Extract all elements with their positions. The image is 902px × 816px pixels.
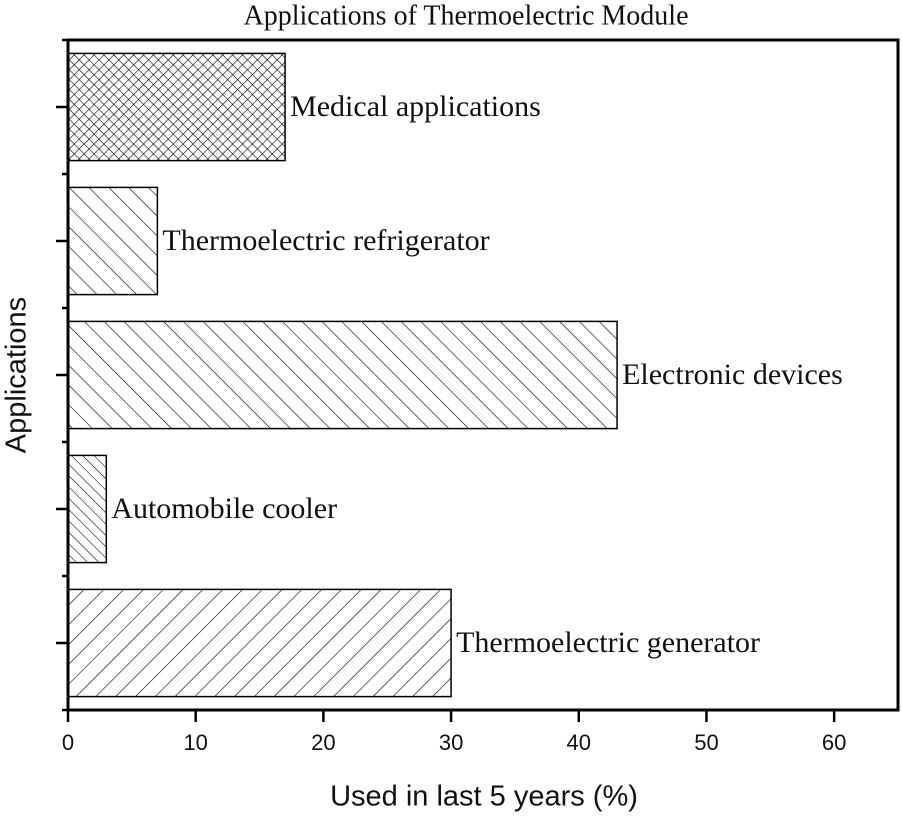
bar: [67, 186, 159, 296]
bar: [67, 588, 452, 698]
x-tick-label: 40: [567, 730, 591, 755]
x-tick-label: 60: [822, 730, 846, 755]
chart-title: Applications of Thermoelectric Module: [243, 0, 688, 31]
bar-label: Medical applications: [290, 90, 541, 123]
bar-label: Automobile cooler: [111, 492, 337, 525]
y-axis-label: Applications: [1, 297, 33, 453]
x-tick-label: 50: [694, 730, 718, 755]
x-tick-label: 20: [311, 730, 335, 755]
x-tick-label: 0: [62, 730, 74, 755]
bar: [67, 320, 618, 430]
bar-label: Electronic devices: [622, 358, 843, 391]
bar: [67, 454, 108, 564]
bar: [67, 52, 286, 162]
x-tick-label: 30: [439, 730, 463, 755]
x-tick-label: 10: [183, 730, 207, 755]
bar-label: Thermoelectric generator: [456, 626, 760, 659]
bar-label: Thermoelectric refrigerator: [162, 224, 489, 257]
x-axis-label: Used in last 5 years (%): [330, 781, 638, 813]
